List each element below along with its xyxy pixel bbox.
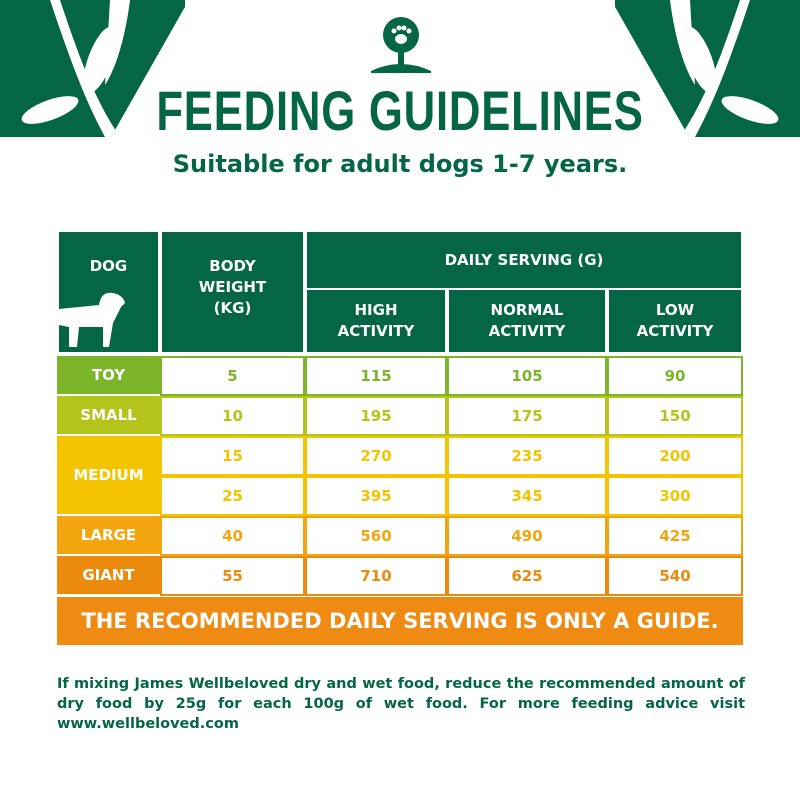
tree-paw-logo: [371, 17, 431, 73]
cell-normal: 345: [447, 476, 607, 516]
cell-low: 200: [607, 436, 743, 476]
cell-high: 710: [305, 556, 447, 596]
dog-silhouette-icon: [59, 292, 125, 347]
size-label-small: SMALL: [57, 396, 160, 436]
cell-high: 560: [305, 516, 447, 556]
page-subtitle: Suitable for adult dogs 1-7 years.: [172, 150, 628, 178]
cell-normal: 625: [447, 556, 607, 596]
cell-low: 90: [607, 356, 743, 396]
cell-weight: 25: [160, 476, 305, 516]
header-normal-activity: NORMAL ACTIVITY: [447, 288, 607, 354]
page-title: FEEDING GUIDELINES: [156, 79, 644, 142]
size-label-toy: TOY: [57, 356, 160, 396]
header-high-activity: HIGH ACTIVITY: [305, 288, 447, 354]
size-label-medium: MEDIUM: [57, 436, 160, 516]
header-dog-label: DOG: [89, 257, 128, 275]
cell-weight: 40: [160, 516, 305, 556]
mixing-note: If mixing James Wellbeloved dry and wet …: [57, 676, 745, 732]
cell-low: 540: [607, 556, 743, 596]
header-body-weight: BODY WEIGHT (KG): [160, 230, 305, 354]
cell-high: 395: [305, 476, 447, 516]
cell-weight: 15: [160, 436, 305, 476]
size-label-large: LARGE: [57, 516, 160, 556]
guide-banner: THE RECOMMENDED DAILY SERVING IS ONLY A …: [57, 597, 743, 645]
cell-normal: 235: [447, 436, 607, 476]
cell-weight: 10: [160, 396, 305, 436]
cell-normal: 105: [447, 356, 607, 396]
cell-low: 150: [607, 396, 743, 436]
header-dog: DOG: [57, 230, 160, 354]
header-low-activity: LOW ACTIVITY: [607, 288, 743, 354]
cell-high: 270: [305, 436, 447, 476]
cell-low: 425: [607, 516, 743, 556]
cell-high: 195: [305, 396, 447, 436]
size-label-giant: GIANT: [57, 556, 160, 596]
cell-high: 115: [305, 356, 447, 396]
cell-weight: 5: [160, 356, 305, 396]
leaf-decoration-right: [615, 0, 800, 137]
cell-weight: 55: [160, 556, 305, 596]
cell-low: 300: [607, 476, 743, 516]
header-daily-serving: DAILY SERVING (G): [305, 230, 743, 290]
cell-normal: 175: [447, 396, 607, 436]
cell-normal: 490: [447, 516, 607, 556]
